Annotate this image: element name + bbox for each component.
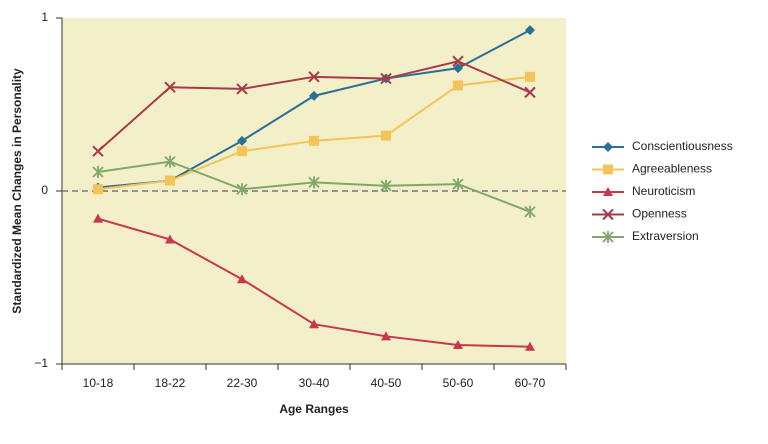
marker [524,86,536,99]
marker [525,71,535,82]
marker [309,319,319,329]
marker [453,339,463,349]
x-tick-label: 40-50 [371,376,402,390]
x-tick-label: 30-40 [299,376,330,390]
marker [237,274,247,284]
marker [381,130,391,141]
marker [92,165,104,178]
legend-marker [602,208,614,221]
marker [236,183,248,196]
marker [525,341,535,351]
legend-marker [603,142,613,152]
marker [380,72,392,85]
x-tick-label: 50-60 [443,376,474,390]
marker [93,184,103,195]
marker [93,213,103,223]
legend-label: Conscientiousness [632,139,733,153]
x-tick-label: 60-70 [515,376,546,390]
marker [381,331,391,341]
x-tick-label: 10-18 [83,376,114,390]
x-tick-label: 18-22 [155,376,186,390]
marker [452,178,464,191]
marker [452,55,464,67]
marker [237,146,247,157]
marker [525,25,535,36]
marker [453,80,463,91]
legend-marker [602,231,614,243]
marker [165,175,175,186]
marker [92,145,104,157]
marker [164,155,176,168]
legend-label: Agreeableness [632,162,712,176]
y-tick-label: 1 [41,10,48,24]
legend-label: Neuroticism [632,184,695,198]
legend-label: Openness [632,207,687,221]
marker [309,90,319,101]
marker [308,71,320,83]
marker [237,135,247,146]
x-axis-title: Age Ranges [279,402,349,416]
marker [524,205,536,218]
marker [308,176,320,189]
legend-marker [603,187,613,196]
legend-marker [603,164,613,175]
marker [236,83,248,95]
marker [309,135,319,146]
y-tick-label: −1 [34,356,48,370]
y-tick-label: 0 [41,183,48,197]
legend-label: Extraversion [632,229,699,243]
marker [453,63,463,74]
x-tick-label: 22-30 [227,376,258,390]
marker [164,81,176,93]
y-axis-title: Standardized Mean Changes in Personality [10,68,24,314]
marker [165,234,175,244]
marker [380,179,392,192]
